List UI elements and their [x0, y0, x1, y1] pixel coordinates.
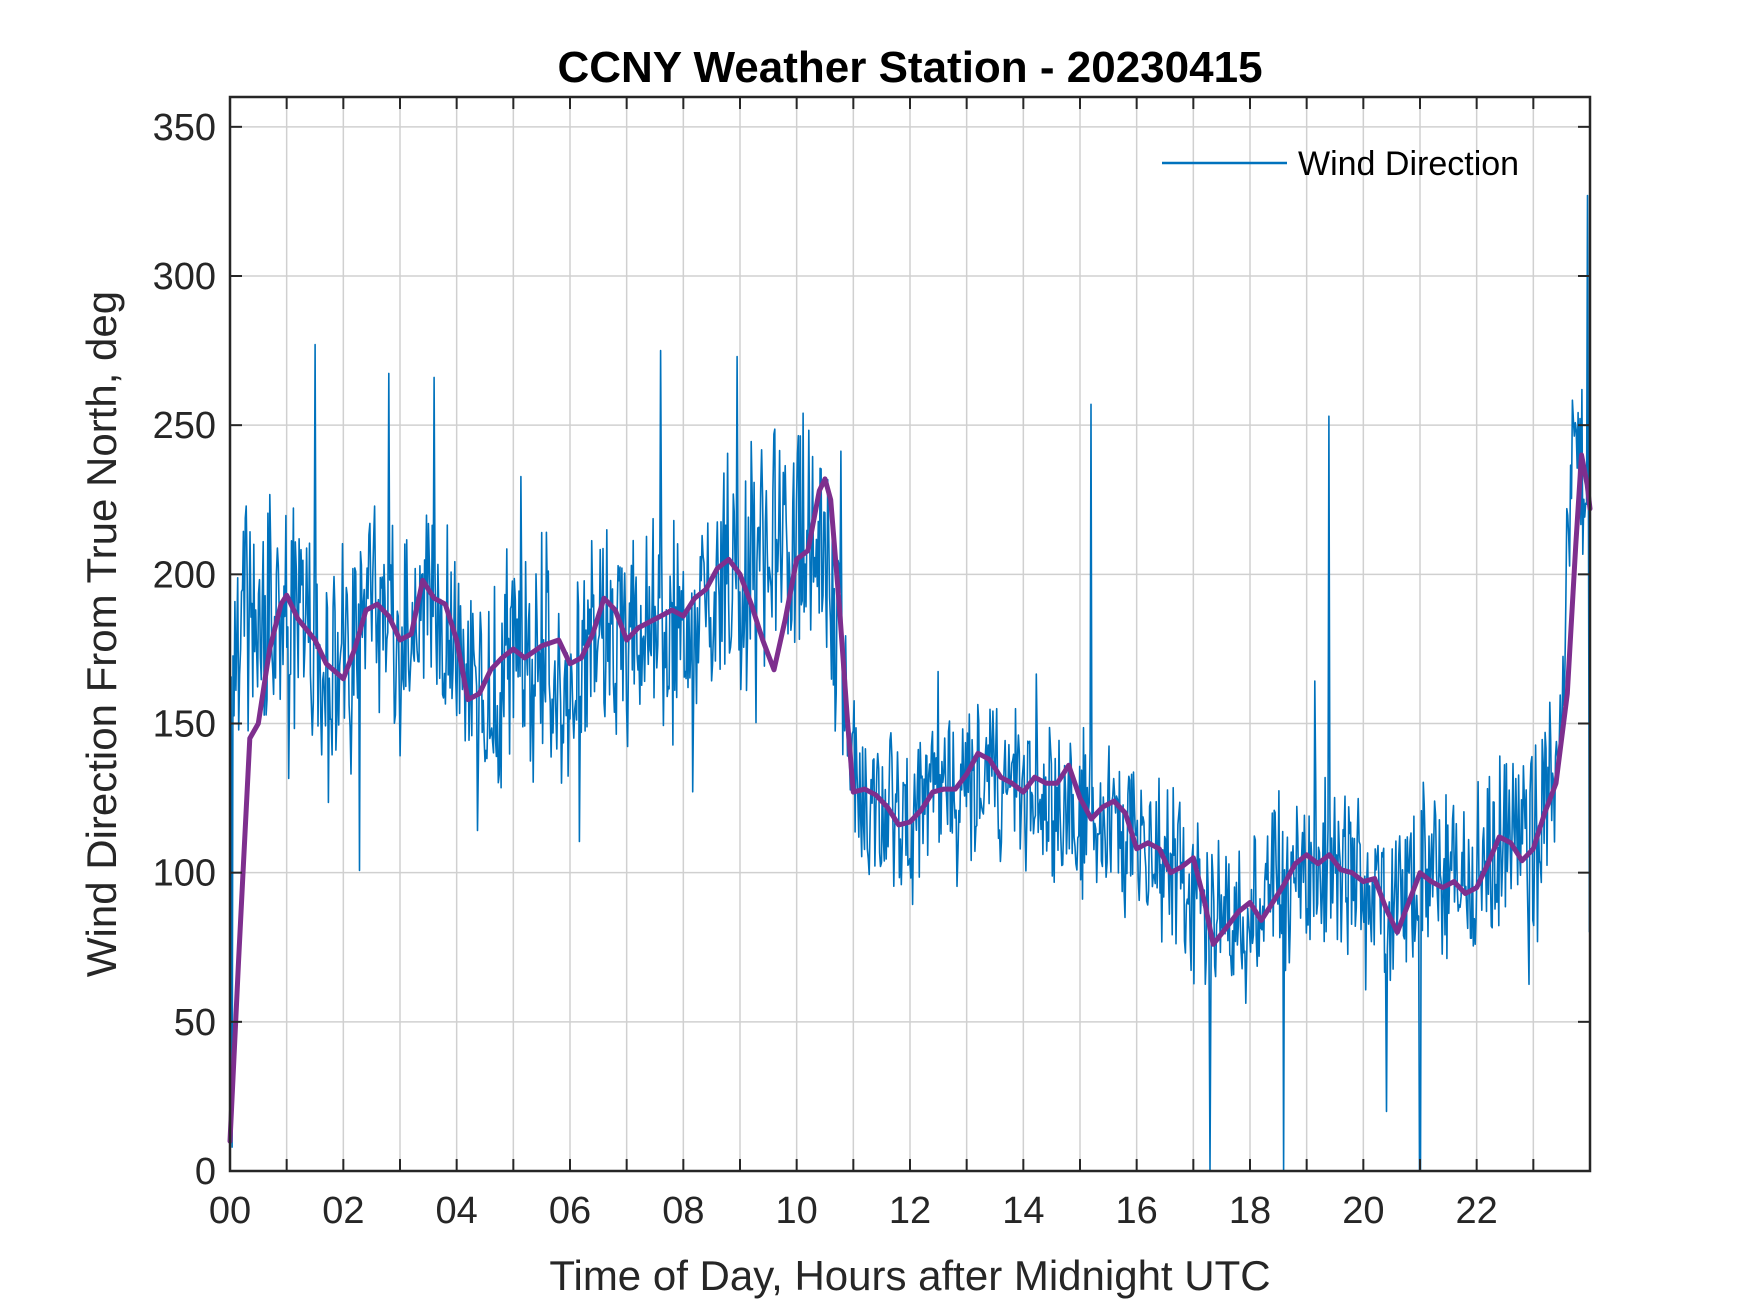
tick-marks [229, 97, 1590, 1172]
x-tick-label: 22 [1456, 1190, 1498, 1232]
smoothed-line [227, 452, 1593, 1144]
y-tick-label: 150 [153, 704, 216, 746]
x-tick-label: 20 [1342, 1190, 1384, 1232]
y-tick-label: 200 [153, 554, 216, 596]
wind-direction-line [230, 194, 1591, 1172]
y-axis-label: Wind Direction From True North, deg [78, 291, 125, 977]
y-tick-label: 300 [153, 256, 216, 298]
x-tick-label: 10 [776, 1190, 818, 1232]
x-tick-label: 06 [549, 1190, 591, 1232]
y-tick-label: 50 [174, 1002, 216, 1044]
x-tick-label: 16 [1116, 1190, 1158, 1232]
x-tick-label: 08 [662, 1190, 704, 1232]
y-tick-label: 350 [153, 107, 216, 149]
y-tick-label: 0 [195, 1151, 216, 1193]
y-tick-labels: 0 50 100 150 200 250 300 350 [153, 107, 216, 1193]
series-wind-direction [230, 194, 1591, 1172]
series-smoothed [227, 452, 1593, 1144]
x-tick-label: 12 [889, 1190, 931, 1232]
x-tick-label: 14 [1002, 1190, 1044, 1232]
y-tick-label: 100 [153, 853, 216, 895]
x-tick-labels: 00 02 04 06 08 10 12 14 16 18 20 22 [209, 1190, 1498, 1232]
legend-label-wind-direction: Wind Direction [1298, 145, 1519, 183]
legend: Wind Direction [1162, 145, 1519, 183]
chart-title: CCNY Weather Station - 20230415 [557, 43, 1262, 92]
x-tick-label: 00 [209, 1190, 251, 1232]
y-tick-label: 250 [153, 405, 216, 447]
x-tick-label: 18 [1229, 1190, 1271, 1232]
x-tick-label: 02 [322, 1190, 364, 1232]
x-tick-label: 04 [436, 1190, 478, 1232]
x-axis-label: Time of Day, Hours after Midnight UTC [549, 1252, 1270, 1299]
